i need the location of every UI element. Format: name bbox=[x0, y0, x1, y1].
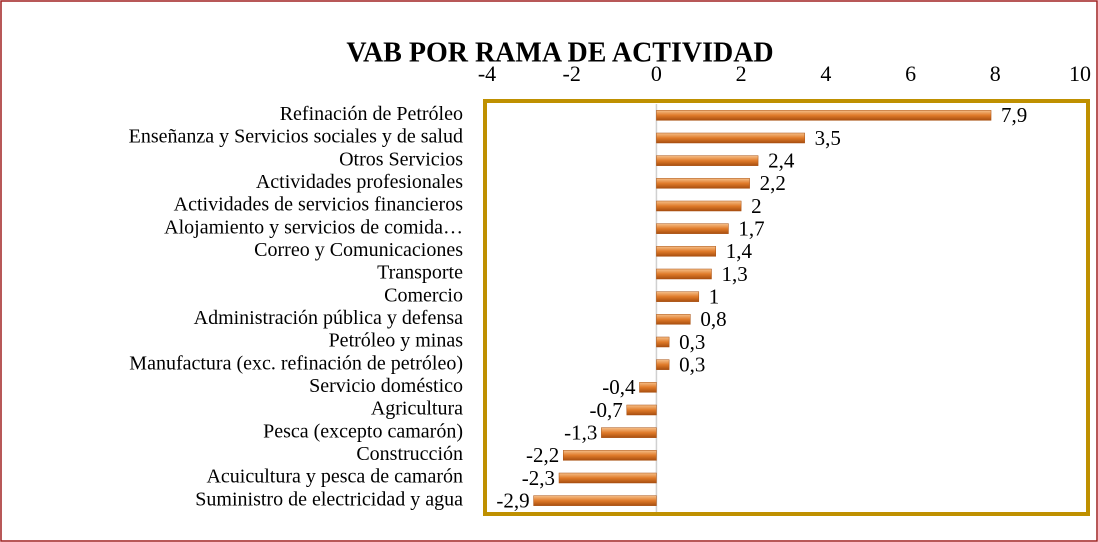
y-tick-label: Manufactura (exc. refinación de petróleo… bbox=[129, 352, 463, 374]
data-label: -0,7 bbox=[590, 398, 623, 422]
chart-title: VAB POR RAMA DE ACTIVIDAD bbox=[346, 37, 773, 68]
data-label: 2,2 bbox=[760, 171, 786, 195]
plot-area bbox=[483, 99, 1090, 516]
data-label: 1,7 bbox=[738, 216, 764, 240]
bar bbox=[656, 314, 691, 325]
bar bbox=[656, 200, 742, 212]
bar bbox=[562, 450, 657, 461]
x-tick-label: 2 bbox=[736, 61, 747, 86]
y-tick-label: Enseñanza y Servicios sociales y de salu… bbox=[129, 126, 463, 148]
bar bbox=[656, 336, 670, 348]
y-tick-label: Refinación de Petróleo bbox=[280, 103, 463, 125]
data-label: 7,9 bbox=[1001, 103, 1027, 127]
x-tick-label: 4 bbox=[820, 61, 831, 86]
data-label: -2,2 bbox=[526, 443, 559, 467]
y-tick-label: Alojamiento y servicios de comida… bbox=[164, 216, 463, 238]
y-tick-label: Acuicultura y pesca de camarón bbox=[206, 466, 463, 488]
y-tick-label: Servicio doméstico bbox=[309, 375, 463, 397]
y-tick-label: Pesca (excepto camarón) bbox=[263, 420, 463, 442]
x-tick-label: 8 bbox=[990, 61, 1001, 86]
bar bbox=[558, 472, 657, 484]
bar bbox=[656, 110, 992, 121]
data-label: 0,3 bbox=[679, 330, 705, 354]
x-tick-label: 10 bbox=[1069, 61, 1091, 86]
y-tick-label: Correo y Comunicaciones bbox=[254, 239, 463, 261]
data-label: 0,8 bbox=[700, 307, 726, 331]
data-label: 1,4 bbox=[726, 239, 753, 263]
y-tick-label: Administración pública y defensa bbox=[194, 307, 463, 329]
bar bbox=[656, 178, 750, 189]
y-tick-label: Actividades profesionales bbox=[256, 171, 463, 193]
y-tick-label: Agricultura bbox=[371, 398, 463, 420]
data-label: -2,3 bbox=[522, 466, 555, 490]
bar bbox=[601, 427, 657, 438]
y-tick-label: Suministro de electricidad y agua bbox=[195, 488, 463, 510]
y-tick-label: Otros Servicios bbox=[339, 148, 463, 170]
data-label: 0,3 bbox=[679, 352, 705, 376]
bar bbox=[656, 132, 805, 144]
x-tick-label: 6 bbox=[905, 61, 916, 86]
data-label: 1,3 bbox=[721, 262, 747, 286]
x-tick-label: 0 bbox=[651, 61, 662, 86]
bar bbox=[639, 382, 657, 393]
y-tick-label: Construcción bbox=[356, 443, 463, 465]
x-tick-label: -2 bbox=[563, 61, 581, 86]
bar bbox=[656, 268, 712, 280]
data-label: 1 bbox=[709, 284, 720, 308]
bar bbox=[656, 223, 729, 234]
bar bbox=[533, 495, 657, 506]
bar bbox=[656, 155, 759, 166]
bar bbox=[656, 359, 670, 370]
y-tick-label: Actividades de servicios financieros bbox=[174, 194, 464, 216]
data-label: -2,9 bbox=[496, 488, 529, 512]
x-tick-label: -4 bbox=[478, 61, 496, 86]
data-label: -0,4 bbox=[602, 375, 636, 399]
y-tick-label: Petróleo y minas bbox=[329, 330, 464, 352]
bar bbox=[656, 291, 700, 302]
y-tick-label: Transporte bbox=[377, 262, 463, 284]
data-label: 2 bbox=[751, 194, 762, 218]
y-tick-label: Comercio bbox=[384, 284, 463, 306]
data-label: 2,4 bbox=[768, 148, 795, 172]
data-label: -1,3 bbox=[564, 420, 597, 444]
bar bbox=[626, 404, 657, 416]
bar bbox=[656, 246, 716, 257]
data-label: 3,5 bbox=[815, 126, 841, 150]
